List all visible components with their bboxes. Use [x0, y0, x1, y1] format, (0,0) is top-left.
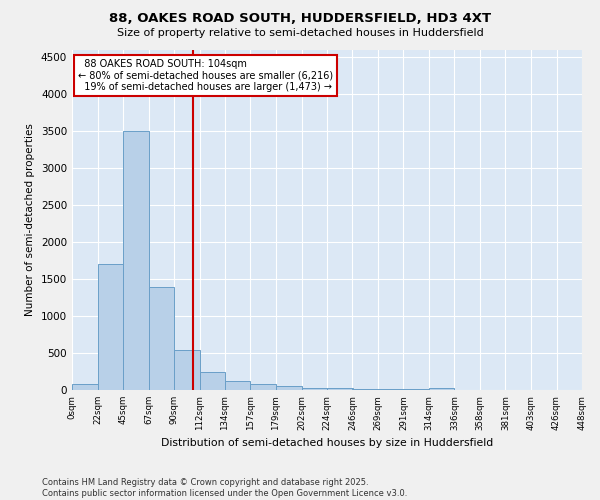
Bar — [302, 388, 327, 390]
Bar — [251, 384, 276, 390]
Bar — [199, 372, 225, 390]
Text: Distribution of semi-detached houses by size in Huddersfield: Distribution of semi-detached houses by … — [161, 438, 493, 448]
Bar — [149, 288, 174, 390]
Text: Contains HM Land Registry data © Crown copyright and database right 2025.
Contai: Contains HM Land Registry data © Crown c… — [42, 478, 407, 498]
Text: Size of property relative to semi-detached houses in Huddersfield: Size of property relative to semi-detach… — [116, 28, 484, 38]
Bar — [276, 386, 302, 390]
Bar — [327, 388, 353, 390]
Bar — [352, 389, 378, 390]
Bar — [174, 350, 199, 390]
Bar — [123, 132, 149, 390]
Bar — [429, 388, 455, 390]
Y-axis label: Number of semi-detached properties: Number of semi-detached properties — [25, 124, 35, 316]
Bar — [97, 264, 123, 390]
Bar — [72, 384, 97, 390]
Text: 88, OAKES ROAD SOUTH, HUDDERSFIELD, HD3 4XT: 88, OAKES ROAD SOUTH, HUDDERSFIELD, HD3 … — [109, 12, 491, 26]
Bar — [225, 381, 251, 390]
Text: 88 OAKES ROAD SOUTH: 104sqm
← 80% of semi-detached houses are smaller (6,216)
  : 88 OAKES ROAD SOUTH: 104sqm ← 80% of sem… — [78, 60, 333, 92]
